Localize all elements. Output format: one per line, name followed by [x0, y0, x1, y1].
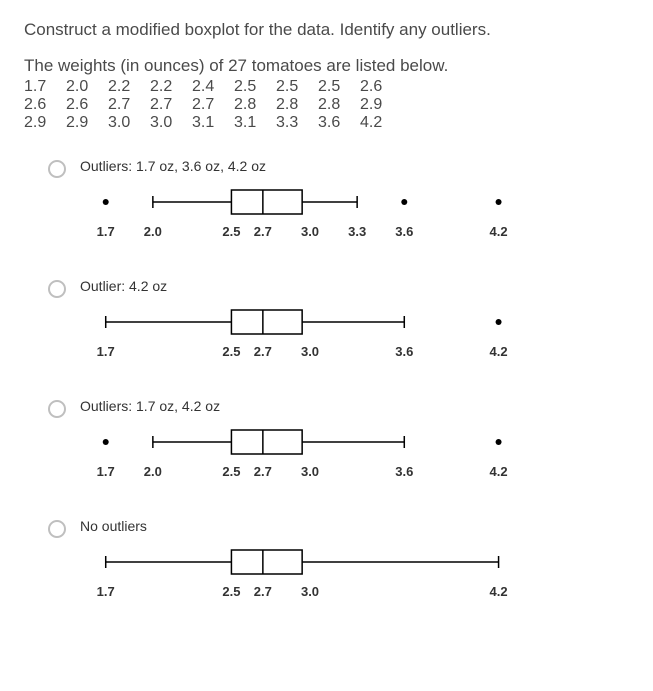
radio-button[interactable]	[48, 400, 66, 418]
data-value: 3.1	[192, 114, 234, 132]
axis-tick-label: 3.0	[301, 344, 319, 359]
boxplot-svg	[80, 180, 540, 224]
axis-tick-label: 2.7	[254, 584, 272, 599]
data-value: 2.7	[192, 96, 234, 114]
data-description: The weights (in ounces) of 27 tomatoes a…	[24, 56, 629, 76]
axis-tick-label: 2.7	[254, 344, 272, 359]
option-row: Outliers: 1.7 oz, 4.2 oz 1.7 2.0 2.5 2.7 3.0 3…	[24, 398, 629, 490]
axis-tick-label: 2.7	[254, 224, 272, 239]
question-title: Construct a modified boxplot for the dat…	[24, 20, 629, 40]
axis-labels: 1.7 2.5 2.7 3.0 4.2	[80, 584, 540, 604]
axis-tick-label: 3.6	[395, 464, 413, 479]
box-rect	[231, 190, 302, 214]
box-rect	[231, 550, 302, 574]
axis-tick-label: 1.7	[97, 464, 115, 479]
radio-button[interactable]	[48, 160, 66, 178]
option-body: Outliers: 1.7 oz, 4.2 oz 1.7 2.0 2.5 2.7 3.0 3…	[80, 398, 629, 490]
axis-tick-label: 2.5	[222, 464, 240, 479]
axis-tick-label: 4.2	[490, 464, 508, 479]
data-value: 4.2	[360, 114, 402, 132]
outlier-dot	[103, 439, 109, 445]
data-value: 2.5	[276, 78, 318, 96]
data-value: 2.6	[66, 96, 108, 114]
boxplot-svg	[80, 300, 540, 344]
axis-tick-label: 1.7	[97, 344, 115, 359]
box-rect	[231, 310, 302, 334]
data-value: 3.0	[150, 114, 192, 132]
data-value: 2.7	[150, 96, 192, 114]
data-row: 1.72.02.22.22.42.52.52.52.6	[24, 78, 629, 96]
option-body: Outlier: 4.2 oz 1.7 2.5 2.7 3.0 3.6 4.2	[80, 278, 629, 370]
axis-tick-label: 2.5	[222, 584, 240, 599]
data-value: 2.2	[108, 78, 150, 96]
data-value: 2.8	[276, 96, 318, 114]
boxplot-svg	[80, 540, 540, 584]
option-row: No outliers 1.7 2.5 2.7 3.0 4.2	[24, 518, 629, 610]
axis-tick-label: 2.5	[222, 344, 240, 359]
options-container: Outliers: 1.7 oz, 3.6 oz, 4.2 oz 1.7 2.0 2.…	[24, 158, 629, 610]
plot-wrap: 1.7 2.5 2.7 3.0 4.2	[80, 540, 540, 610]
axis-labels: 1.7 2.5 2.7 3.0 3.6 4.2	[80, 344, 540, 364]
axis-tick-label: 3.0	[301, 464, 319, 479]
data-values: 1.72.02.22.22.42.52.52.52.62.62.62.72.72…	[24, 78, 629, 132]
axis-tick-label: 1.7	[97, 584, 115, 599]
data-value: 2.0	[66, 78, 108, 96]
boxplot-svg	[80, 420, 540, 464]
data-value: 3.1	[234, 114, 276, 132]
axis-tick-label: 3.3	[348, 224, 366, 239]
axis-tick-label: 2.5	[222, 224, 240, 239]
data-value: 1.7	[24, 78, 66, 96]
data-value: 2.9	[24, 114, 66, 132]
axis-tick-label: 4.2	[490, 344, 508, 359]
option-row: Outliers: 1.7 oz, 3.6 oz, 4.2 oz 1.7 2.0 2.…	[24, 158, 629, 250]
data-value: 2.5	[234, 78, 276, 96]
axis-tick-label: 3.0	[301, 224, 319, 239]
plot-wrap: 1.7 2.5 2.7 3.0 3.6 4.2	[80, 300, 540, 370]
option-body: No outliers 1.7 2.5 2.7 3.0 4.2	[80, 518, 629, 610]
option-row: Outlier: 4.2 oz 1.7 2.5 2.7 3.0 3.6 4.2	[24, 278, 629, 370]
plot-wrap: 1.7 2.0 2.5 2.7 3.0 3.6 4.2	[80, 420, 540, 490]
radio-button[interactable]	[48, 520, 66, 538]
axis-tick-label: 1.7	[97, 224, 115, 239]
data-row: 2.92.93.03.03.13.13.33.64.2	[24, 114, 629, 132]
box-rect	[231, 430, 302, 454]
option-label: No outliers	[80, 518, 629, 534]
data-value: 2.6	[360, 78, 402, 96]
axis-tick-label: 3.0	[301, 584, 319, 599]
axis-tick-label: 4.2	[490, 224, 508, 239]
axis-tick-label: 2.0	[144, 464, 162, 479]
axis-tick-label: 3.6	[395, 344, 413, 359]
axis-labels: 1.7 2.0 2.5 2.7 3.0 3.3 3.6 4.2	[80, 224, 540, 244]
outlier-dot	[103, 199, 109, 205]
data-value: 2.9	[66, 114, 108, 132]
data-row: 2.62.62.72.72.72.82.82.82.9	[24, 96, 629, 114]
axis-tick-label: 2.0	[144, 224, 162, 239]
data-value: 2.6	[24, 96, 66, 114]
axis-tick-label: 3.6	[395, 224, 413, 239]
option-label: Outliers: 1.7 oz, 3.6 oz, 4.2 oz	[80, 158, 629, 174]
radio-button[interactable]	[48, 280, 66, 298]
outlier-dot	[496, 439, 502, 445]
option-label: Outliers: 1.7 oz, 4.2 oz	[80, 398, 629, 414]
data-value: 2.2	[150, 78, 192, 96]
data-value: 3.3	[276, 114, 318, 132]
plot-wrap: 1.7 2.0 2.5 2.7 3.0 3.3 3.6 4.2	[80, 180, 540, 250]
axis-tick-label: 4.2	[490, 584, 508, 599]
data-value: 2.4	[192, 78, 234, 96]
data-value: 2.5	[318, 78, 360, 96]
data-value: 2.8	[318, 96, 360, 114]
data-value: 2.9	[360, 96, 402, 114]
outlier-dot	[496, 199, 502, 205]
axis-tick-label: 2.7	[254, 464, 272, 479]
data-value: 2.8	[234, 96, 276, 114]
data-value: 3.0	[108, 114, 150, 132]
outlier-dot	[496, 319, 502, 325]
outlier-dot	[401, 199, 407, 205]
option-label: Outlier: 4.2 oz	[80, 278, 629, 294]
option-body: Outliers: 1.7 oz, 3.6 oz, 4.2 oz 1.7 2.0 2.…	[80, 158, 629, 250]
data-value: 2.7	[108, 96, 150, 114]
data-value: 3.6	[318, 114, 360, 132]
axis-labels: 1.7 2.0 2.5 2.7 3.0 3.6 4.2	[80, 464, 540, 484]
